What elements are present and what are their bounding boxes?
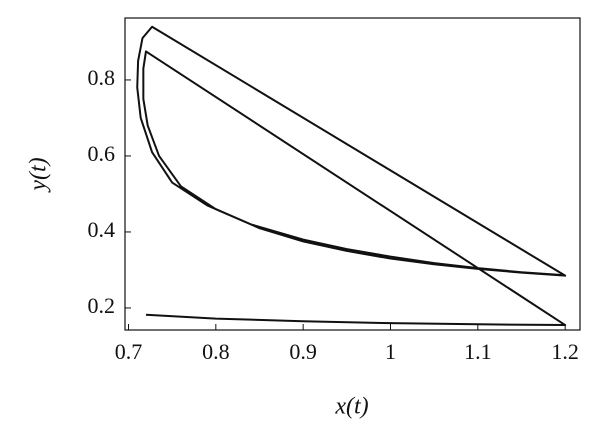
y-tick-label: 0.8 bbox=[88, 65, 116, 90]
x-tick-label: 0.7 bbox=[115, 339, 143, 364]
trajectory bbox=[136, 25, 567, 327]
x-tick-label: 0.8 bbox=[202, 339, 230, 364]
y-tick-label: 0.6 bbox=[88, 141, 116, 166]
y-tick-label: 0.4 bbox=[88, 217, 116, 242]
x-tick-label: 0.9 bbox=[289, 339, 317, 364]
y-axis-title: y(t) bbox=[26, 157, 52, 192]
plot-frame bbox=[124, 17, 581, 331]
x-axis-title: x(t) bbox=[334, 394, 368, 420]
x-tick-label: 1.1 bbox=[464, 339, 492, 364]
y-tick-label: 0.2 bbox=[88, 293, 116, 318]
x-tick-label: 1 bbox=[385, 339, 396, 364]
x-tick-label: 1.2 bbox=[551, 339, 579, 364]
